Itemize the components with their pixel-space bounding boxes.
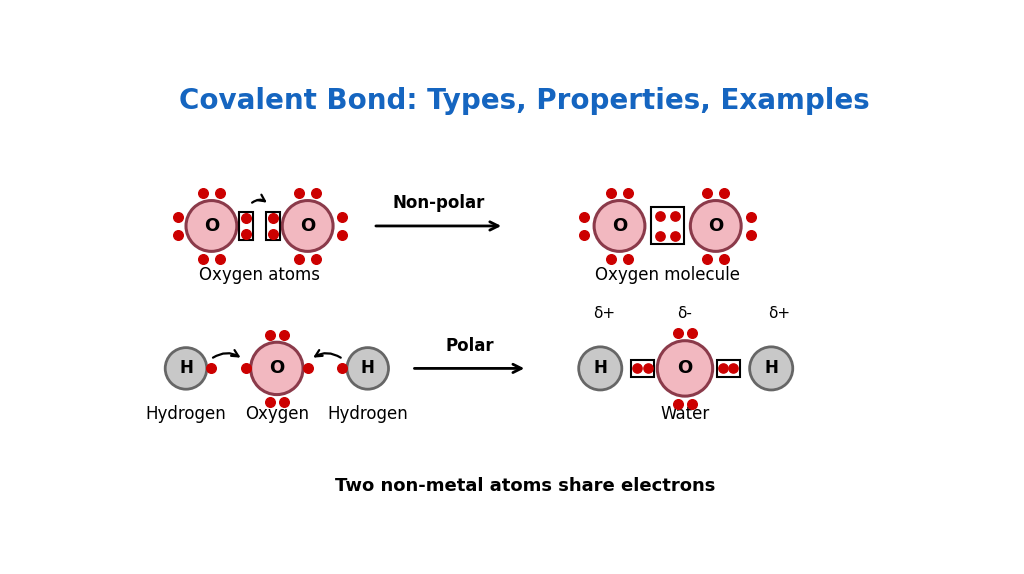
Bar (651, 207, 684, 245)
Text: Water: Water (660, 405, 710, 422)
Circle shape (579, 347, 622, 390)
Point (603, 254, 620, 263)
Text: O: O (300, 217, 315, 235)
Point (308, 254, 325, 263)
Text: Two non-metal atoms share electrons: Two non-metal atoms share electrons (335, 477, 715, 495)
Point (262, 331, 279, 340)
Text: Hydrogen: Hydrogen (145, 405, 226, 422)
Text: Oxygen molecule: Oxygen molecule (595, 266, 740, 284)
Bar (266, 212, 280, 240)
Text: δ+: δ+ (593, 306, 615, 321)
Point (575, 231, 592, 240)
Point (603, 188, 620, 197)
Point (262, 397, 279, 406)
Text: H: H (179, 359, 193, 378)
Point (308, 188, 325, 197)
Text: Polar: Polar (445, 336, 494, 355)
Point (743, 231, 760, 240)
Point (716, 188, 732, 197)
Circle shape (347, 348, 388, 389)
Point (265, 214, 282, 223)
Point (699, 254, 716, 263)
Point (238, 229, 254, 238)
Point (640, 364, 656, 373)
Point (670, 328, 686, 338)
Text: Covalent Bond: Types, Properties, Examples: Covalent Bond: Types, Properties, Exampl… (179, 87, 870, 115)
Text: O: O (204, 217, 219, 235)
Point (275, 397, 292, 406)
Text: Oxygen atoms: Oxygen atoms (199, 266, 321, 284)
Circle shape (594, 200, 645, 251)
Circle shape (690, 200, 741, 251)
Text: δ+: δ+ (768, 306, 790, 321)
Point (299, 364, 315, 373)
Circle shape (251, 342, 303, 394)
Point (334, 212, 350, 222)
Circle shape (657, 341, 713, 396)
Point (291, 254, 307, 263)
Text: Hydrogen: Hydrogen (328, 405, 409, 422)
Point (203, 364, 219, 373)
Point (334, 364, 350, 373)
Point (195, 188, 211, 197)
Bar (631, 360, 654, 377)
Text: H: H (593, 359, 607, 378)
Point (212, 254, 228, 263)
Point (716, 254, 732, 263)
Point (212, 188, 228, 197)
Point (684, 328, 700, 338)
Text: O: O (677, 359, 692, 378)
Circle shape (283, 200, 333, 251)
Circle shape (165, 348, 207, 389)
Text: H: H (764, 359, 778, 378)
Point (715, 364, 731, 373)
Point (169, 212, 185, 222)
Point (575, 212, 592, 222)
Point (195, 254, 211, 263)
Point (699, 188, 716, 197)
Point (291, 188, 307, 197)
Point (238, 364, 254, 373)
Point (668, 231, 684, 241)
Point (334, 231, 350, 240)
Text: δ-: δ- (678, 306, 692, 321)
Point (265, 229, 282, 238)
Point (743, 212, 760, 222)
Point (275, 331, 292, 340)
Point (668, 211, 684, 220)
Bar (240, 212, 253, 240)
Text: O: O (269, 359, 285, 378)
Point (670, 400, 686, 409)
Point (629, 364, 645, 373)
Circle shape (750, 347, 793, 390)
Point (620, 254, 636, 263)
Point (169, 231, 185, 240)
Point (725, 364, 741, 373)
Text: Oxygen: Oxygen (245, 405, 309, 422)
Text: H: H (360, 359, 375, 378)
Point (238, 214, 254, 223)
Point (620, 188, 636, 197)
Bar (717, 360, 739, 377)
Text: Non-polar: Non-polar (392, 194, 484, 212)
Point (651, 231, 668, 241)
Point (651, 211, 668, 220)
Text: O: O (709, 217, 723, 235)
Point (684, 400, 700, 409)
Circle shape (186, 200, 237, 251)
Text: O: O (612, 217, 627, 235)
